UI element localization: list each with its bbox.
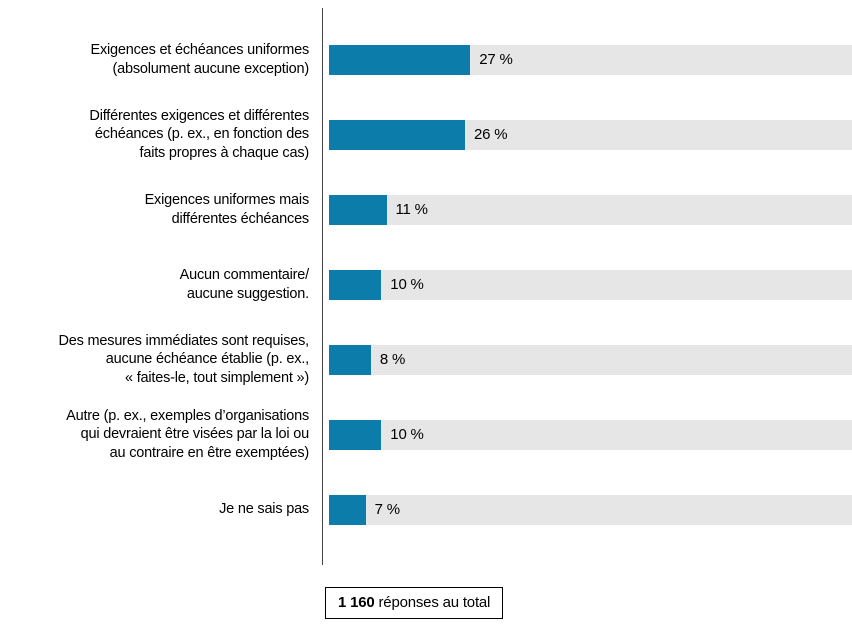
bar-track: 26 % [329,119,852,150]
total-responses-box: 1 160 réponses au total [325,587,504,619]
bar-track: 10 % [329,269,852,300]
survey-bar-chart: Exigences et échéances uniformes (absolu… [0,8,852,565]
bar-row: Je ne sais pas 7 % [0,472,852,547]
value-label: 27 % [479,51,513,68]
bar-track: 11 % [329,194,852,225]
category-label: Exigences et échéances uniformes (absolu… [90,42,310,77]
bar-row: Des mesures immédiates sont requises, au… [0,322,852,397]
category-label: Je ne sais pas [219,501,309,518]
bar-row: Autre (p. ex., exemples d’organisations … [0,397,852,472]
value-label: 10 % [390,276,424,293]
category-label: Des mesures immédiates sont requises, au… [58,332,310,386]
value-label: 10 % [390,426,424,443]
value-label: 7 % [374,501,400,518]
bar-track: 10 % [329,419,852,450]
bar-track: 8 % [329,344,852,375]
category-label: Aucun commentaire/ aucune suggestion. [179,267,310,302]
bar-fill [329,194,387,225]
bar-fill [329,344,371,375]
category-label: Exigences uniformes mais différentes éch… [144,192,310,227]
bar-row: Exigences et échéances uniformes (absolu… [0,22,852,97]
total-responses-text: réponses au total [374,594,491,611]
bar-row: Exigences uniformes mais différentes éch… [0,172,852,247]
bar-fill [329,119,465,150]
total-responses-count: 1 160 [338,594,375,611]
bar-track: 27 % [329,44,852,75]
bar-fill [329,494,366,525]
y-axis-line [322,8,323,565]
value-label: 11 % [395,201,428,218]
bar-fill [329,269,382,300]
bar-fill [329,419,382,450]
bar-row: Aucun commentaire/ aucune suggestion. 10… [0,247,852,322]
value-label: 26 % [473,126,508,143]
bar-row: Différentes exigences et différentes éch… [0,97,852,172]
bar-track: 7 % [329,494,852,525]
bar-fill [329,44,471,75]
value-label: 8 % [379,351,406,368]
category-label: Différentes exigences et différentes éch… [89,107,309,161]
category-label: Autre (p. ex., exemples d’organisations … [66,407,309,461]
